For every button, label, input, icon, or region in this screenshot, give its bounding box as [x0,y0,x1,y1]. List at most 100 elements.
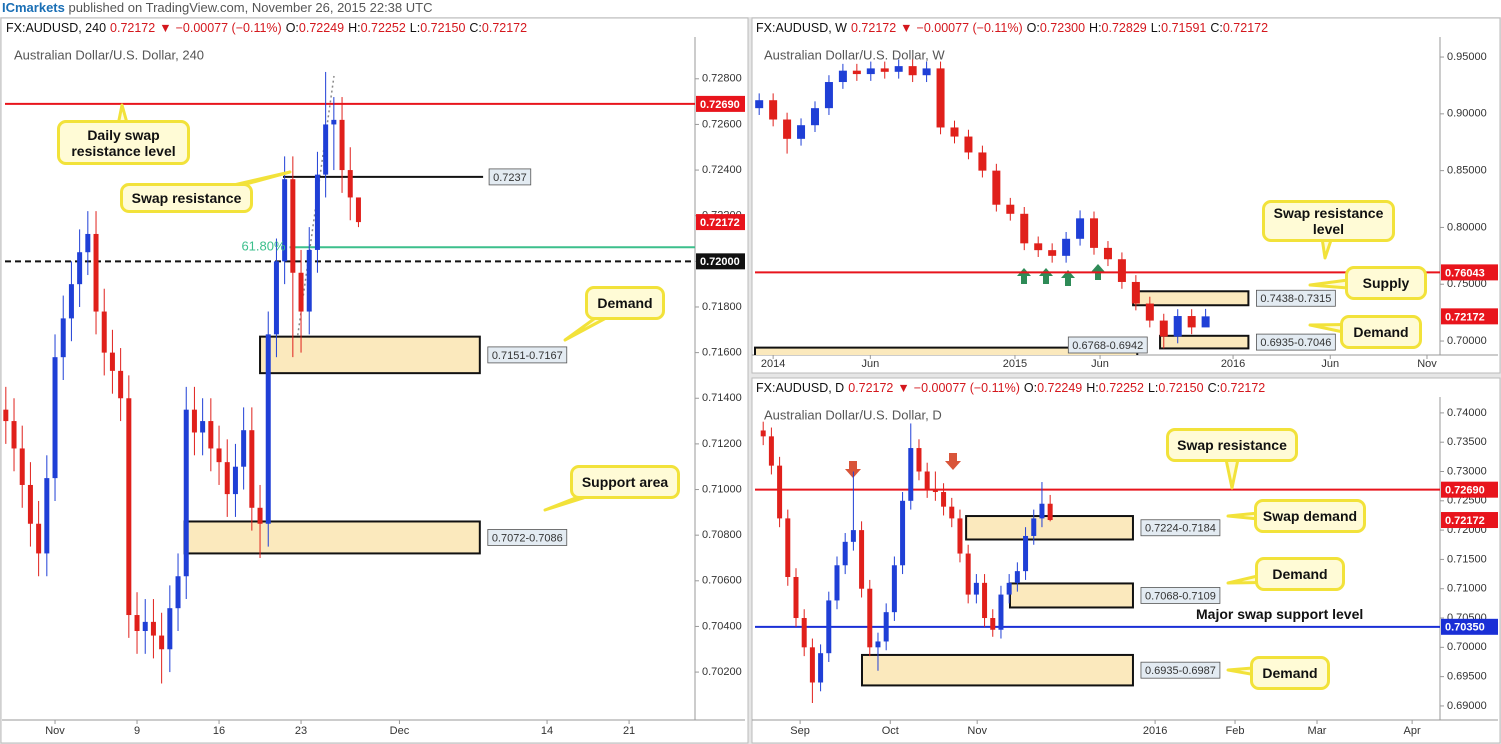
last-price-label: 0.72172 [1445,311,1485,323]
x-tick-label: Nov [967,725,987,737]
candle-body [852,70,861,75]
candle-body [982,582,988,619]
level-label: 0.72690 [1445,485,1485,497]
candle-body [1173,316,1182,337]
candle-body [306,249,312,312]
callout: Supply [1345,266,1427,300]
quote-value: 0.72829 [1101,21,1147,35]
candle-body [109,352,115,371]
level-label-box [1441,481,1498,498]
candle-body [932,489,938,493]
y-tick-label: 0.69500 [1447,671,1487,683]
candle-body [924,471,930,490]
plot [755,421,1440,704]
candle-body [249,430,255,508]
candle-body [785,518,791,577]
candle-body [52,357,58,479]
candle-body [824,82,833,109]
zone-label: 0.6768-0.6942 [1072,340,1143,352]
candle-body [1006,204,1015,214]
down-arrow [845,461,861,478]
plot [3,71,695,684]
y-tick-label: 0.71400 [702,392,742,404]
chart-header: FX:AUDUSD, D 0.72172 ▼ −0.00077 (−0.11%) O:0… [756,379,1269,397]
candle-body [323,124,329,175]
zone-label-box [1140,587,1221,604]
level-label-box [1441,264,1498,281]
last-price: 0.72172 [848,381,894,395]
x-tick-label: 2016 [1143,725,1167,737]
quote-value: 0.72249 [298,21,345,35]
x-tick-label: 2016 [1221,358,1245,370]
candle-body [36,523,42,554]
quote-label: C: [1210,21,1223,35]
candle-body [355,197,361,223]
symbol: FX:AUDUSD, D [756,381,845,395]
zone-label: 0.7072-0.7086 [492,532,563,544]
candle-body [936,68,945,128]
candle-body [880,68,889,72]
x-tick-label: 16 [213,725,225,737]
zone [1132,290,1250,307]
candle-body [922,68,931,76]
zone [754,346,1139,355]
candle-body [783,119,792,139]
candle-body [990,618,996,630]
quote-value: 0.72150 [420,21,466,35]
candle-body [834,565,840,601]
change: −0.00077 (−0.11%) [916,21,1023,35]
x-tick-label: Jun [861,358,879,370]
candle-body [208,421,214,449]
callout: Swap resistance level [1262,200,1395,242]
chart-header: FX:AUDUSD, W 0.72172 ▼ −0.00077 (−0.11%) O:0… [756,19,1272,37]
level-label: 0.76043 [1445,267,1485,279]
candle-body [1159,320,1168,337]
candle-body [27,484,33,524]
candle-body [1062,238,1071,256]
x-tick-label: Sep [790,725,810,737]
callout: Support area [570,465,680,499]
publish-info: published on TradingView.com, November 2… [68,0,433,15]
quote-value: 0.72252 [1098,381,1144,395]
y-tick-label: 0.95000 [1447,51,1487,63]
y-tick-label: 0.70000 [1447,335,1487,347]
candle-body [769,100,778,120]
candle-body [60,318,66,358]
candle-body [44,478,50,554]
candle-body [1006,582,1012,595]
y-tick-label: 0.73500 [1447,436,1487,448]
zone-label-box [1256,333,1336,351]
candle-body [298,272,304,312]
quote-value: 0.72300 [1039,21,1086,35]
zone [259,335,481,375]
direction: ▼ [900,21,913,35]
candle-body [1145,303,1154,321]
candle-body [1076,218,1085,239]
candle-body [11,421,17,449]
level-label: 0.7237 [493,172,527,184]
candle-body [826,600,832,654]
candle-body [314,174,320,250]
candle-body [949,506,955,519]
level-label: 0.70350 [1445,622,1485,634]
last-price-box [1441,308,1498,325]
up-arrow [1061,270,1075,286]
y-tick-label: 0.70000 [1447,641,1487,653]
callout-text: Major swap support level [1196,606,1364,622]
candle-body [1131,281,1140,304]
x-tick-label: Oct [882,725,899,737]
zone-label-box [1256,289,1336,307]
candle-body [1034,243,1043,251]
publisher[interactable]: ICmarkets [2,0,65,15]
quote-value: 0.72249 [1037,381,1083,395]
x-tick-label: Nov [45,725,65,737]
candle-body [3,409,9,422]
candle-body [818,653,824,683]
y-tick-label: 0.72400 [702,164,742,176]
x-tick-label: Dec [390,725,410,737]
candle-body [282,179,288,262]
direction: ▼ [897,381,910,395]
change: −0.00077 (−0.11%) [175,21,282,35]
zone-label: 0.6935-0.6987 [1145,665,1216,677]
callout: Demand [1340,315,1422,349]
